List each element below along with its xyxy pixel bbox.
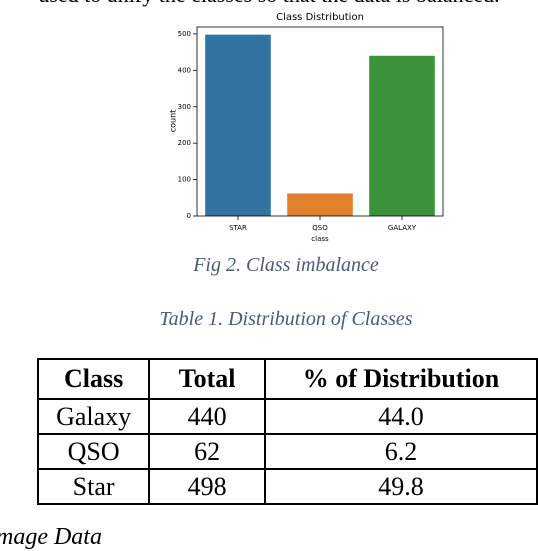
table-row: QSO 62 6.2 (36, 433, 538, 470)
y-tick-label: 500 (178, 30, 191, 38)
x-axis-label: class (311, 235, 329, 243)
plot-frame (196, 26, 444, 217)
table-cell: 6.2 (263, 433, 538, 470)
table-cell: 440 (148, 398, 266, 435)
table-cell: 62 (148, 433, 266, 470)
bar (205, 34, 271, 216)
bar (287, 193, 353, 216)
chart-title: Class Distribution (276, 12, 364, 23)
table-cell: QSO (36, 433, 151, 470)
y-axis-label: count (169, 110, 178, 133)
x-tick-label: GALAXY (388, 224, 417, 232)
table-row: Star 498 49.8 (36, 468, 538, 505)
header-cell: Class (36, 358, 151, 400)
x-tick-label: STAR (229, 224, 247, 232)
header-cell: Total (148, 358, 266, 400)
figure-caption: Fig 2. Class imbalance (193, 254, 379, 276)
bar (369, 55, 435, 217)
table-cell: Star (36, 468, 151, 505)
table-header-row: Class Total% of Distribution (36, 358, 538, 400)
table-row: Galaxy 440 44.0 (36, 398, 538, 435)
table-cell: Galaxy (36, 398, 151, 435)
y-tick-label: 100 (178, 176, 191, 184)
chart: Class Distribution class count 0 100 200 30… (169, 12, 444, 243)
table-cell: 498 (148, 468, 266, 505)
y-tick-label: 0 (187, 212, 191, 220)
header-text: used to unify the classes so that the da… (0, 0, 538, 8)
y-tick-label: 400 (178, 66, 191, 74)
table-caption: Table 1. Distribution of Classes (159, 308, 413, 330)
header-cell: % of Distribution (263, 358, 538, 400)
x-tick-label: QSO (312, 224, 328, 232)
table-cell: 49.8 (263, 468, 538, 505)
table-cell: 44.0 (263, 398, 538, 435)
table: Class Total% of Distribution Galaxy 440 44.0… (36, 358, 538, 505)
y-tick-label: 300 (178, 103, 191, 111)
y-tick-label: 200 (178, 139, 191, 147)
